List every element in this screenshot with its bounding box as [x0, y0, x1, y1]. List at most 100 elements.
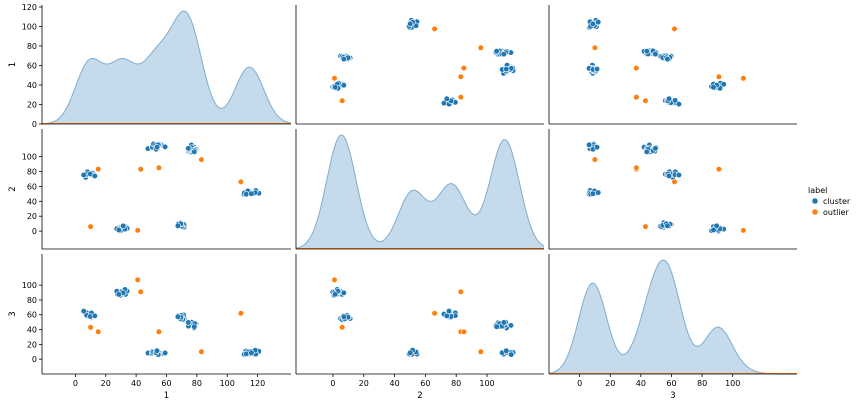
kde-line-1: [41, 10, 292, 125]
point-outlier: [633, 64, 640, 72]
point-outlier: [633, 164, 640, 171]
point-outlier: [237, 310, 244, 317]
kde-line-2: [295, 134, 545, 249]
x-tick-label: 100: [220, 379, 235, 388]
y-tick-label: 0: [32, 227, 37, 236]
point-cluster: [589, 20, 596, 28]
panel-1-vs-3: [548, 5, 797, 125]
point-outlier: [715, 73, 723, 80]
x-tick-label: 80: [451, 379, 461, 388]
y-tick-label: 40: [27, 326, 37, 335]
point-cluster: [720, 81, 727, 88]
point-cluster: [120, 222, 127, 229]
point-outlier: [331, 75, 338, 82]
point-cluster: [593, 65, 601, 73]
x-tick-label: 20: [605, 379, 615, 388]
point-cluster: [710, 84, 717, 91]
point-cluster: [665, 172, 673, 180]
kde-fill-2: [296, 135, 544, 249]
y-tick-label: 20: [27, 340, 37, 349]
x-tick-label: 60: [666, 379, 676, 388]
point-outlier: [642, 223, 649, 230]
point-cluster: [595, 19, 602, 26]
y-axis-label: 1: [8, 62, 18, 67]
kde-fill-3: [549, 260, 797, 374]
y-tick-label: 100: [22, 23, 37, 32]
point-outlier: [198, 156, 205, 163]
point-outlier: [95, 328, 102, 335]
point-outlier: [477, 44, 484, 51]
y-tick-label: 80: [27, 296, 37, 305]
point-cluster: [185, 145, 192, 152]
y-tick-label: 20: [27, 101, 37, 110]
point-cluster: [493, 48, 500, 55]
point-cluster: [407, 20, 414, 28]
point-outlier: [134, 276, 141, 284]
x-tick-label: 20: [101, 379, 111, 388]
point-cluster: [500, 50, 507, 58]
point-cluster: [340, 289, 347, 297]
x-tick-label: 40: [131, 379, 141, 388]
panel-2-vs-1: 0 20 40 60 80 100: [22, 129, 291, 250]
x-tick-label: 60: [161, 379, 171, 388]
point-cluster: [185, 319, 192, 326]
point-outlier: [95, 166, 102, 173]
point-outlier: [591, 44, 599, 51]
panel-3-vs-2: 0 20 40 60 80 100: [295, 254, 544, 388]
point-cluster: [713, 222, 720, 229]
point-outlier: [457, 73, 464, 80]
point-cluster: [508, 351, 515, 358]
point-outlier: [339, 324, 346, 331]
point-outlier: [715, 166, 723, 173]
x-axis-label: 3: [670, 391, 675, 401]
x-tick-label: 0: [73, 379, 78, 388]
y-tick-label: 0: [32, 355, 37, 364]
y-tick-label: 20: [27, 212, 37, 221]
point-outlier: [671, 178, 678, 185]
point-outlier: [740, 227, 747, 234]
point-cluster: [443, 95, 450, 102]
y-tick-label: 100: [22, 281, 37, 290]
legend-marker-outlier: [811, 208, 819, 216]
x-axis-label: 1: [164, 391, 169, 401]
point-outlier: [671, 25, 678, 33]
y-tick-label: 0: [32, 120, 37, 129]
point-cluster: [585, 141, 593, 148]
legend-marker-cluster: [811, 197, 819, 205]
point-cluster: [671, 97, 679, 104]
point-cluster: [191, 323, 198, 330]
point-cluster: [503, 65, 510, 73]
x-tick-label: 20: [359, 379, 369, 388]
point-outlier: [331, 276, 338, 284]
point-cluster: [340, 55, 348, 63]
point-outlier: [477, 348, 484, 355]
point-outlier: [155, 164, 162, 171]
point-cluster: [340, 313, 348, 320]
point-cluster: [589, 190, 596, 197]
point-outlier: [237, 178, 244, 185]
point-cluster: [91, 312, 98, 320]
point-cluster: [503, 347, 510, 354]
point-outlier: [155, 328, 162, 335]
y-tick-label: 60: [27, 311, 37, 320]
point-cluster: [493, 323, 500, 330]
x-axis-label: 2: [417, 391, 422, 401]
legend-label-outlier: outlier: [823, 208, 849, 217]
legend-label-cluster: cluster: [823, 197, 851, 206]
point-cluster: [162, 349, 169, 357]
point-cluster: [248, 190, 255, 197]
point-cluster: [664, 222, 671, 229]
kde-line-3: [548, 259, 797, 375]
point-cluster: [153, 144, 161, 151]
kde-fill-1: [42, 11, 291, 124]
point-cluster: [91, 172, 98, 180]
point-cluster: [675, 100, 683, 108]
point-outlier: [633, 94, 640, 101]
point-cluster: [332, 84, 339, 91]
point-cluster: [332, 291, 339, 298]
x-tick-label: 80: [192, 379, 202, 388]
point-cluster: [664, 55, 671, 63]
point-cluster: [115, 226, 122, 234]
point-outlier: [460, 64, 468, 72]
